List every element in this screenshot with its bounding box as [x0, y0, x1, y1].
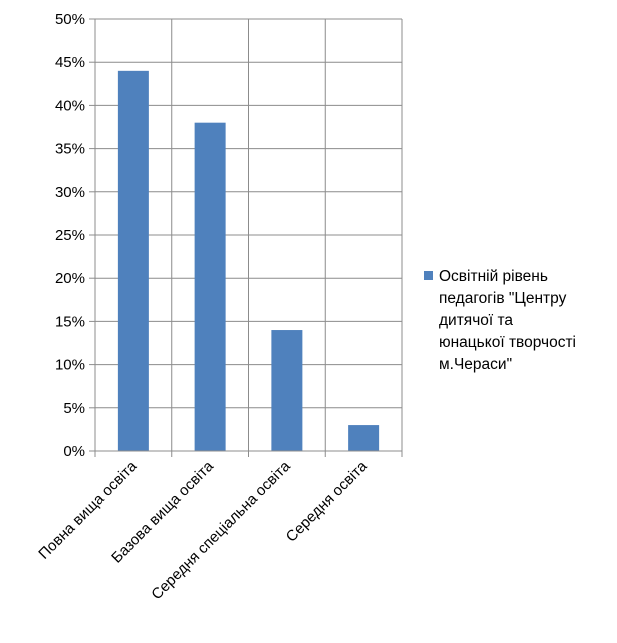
legend-swatch — [424, 271, 433, 280]
y-tick-label: 10% — [55, 357, 85, 374]
y-tick-labels: 0% 5% 10% 15% 20% 25% 30% 35% 40% 45% 50% — [55, 11, 85, 460]
y-tick-label: 0% — [63, 443, 85, 460]
y-tick-label: 50% — [55, 11, 85, 28]
legend-label-line: дитячої та — [439, 312, 513, 329]
y-tick-label: 35% — [55, 141, 85, 158]
legend: Освітній рівень педагогів "Центру дитячої … — [424, 268, 576, 373]
bars — [117, 70, 380, 452]
y-tick-label: 5% — [63, 400, 85, 417]
y-tick-label: 30% — [55, 184, 85, 201]
legend-label-line: юнацької творчості — [439, 334, 576, 351]
x-category-label: Середня спеціальна освіта — [148, 457, 294, 603]
bar — [348, 425, 380, 451]
bar — [271, 330, 303, 451]
y-tick-label: 25% — [55, 227, 85, 244]
legend-label-line: Освітній рівень — [439, 268, 548, 285]
y-tick-label: 40% — [55, 97, 85, 114]
bar — [194, 122, 226, 452]
legend-label-line: м.Чераси" — [439, 356, 512, 373]
x-category-label: Середня освіта — [283, 457, 371, 545]
y-tick-label: 20% — [55, 270, 85, 287]
legend-label-line: педагогів "Центру — [439, 290, 567, 307]
axes — [89, 18, 403, 457]
y-tick-label: 15% — [55, 313, 85, 330]
bar — [117, 70, 149, 451]
y-tick-label: 45% — [55, 54, 85, 71]
